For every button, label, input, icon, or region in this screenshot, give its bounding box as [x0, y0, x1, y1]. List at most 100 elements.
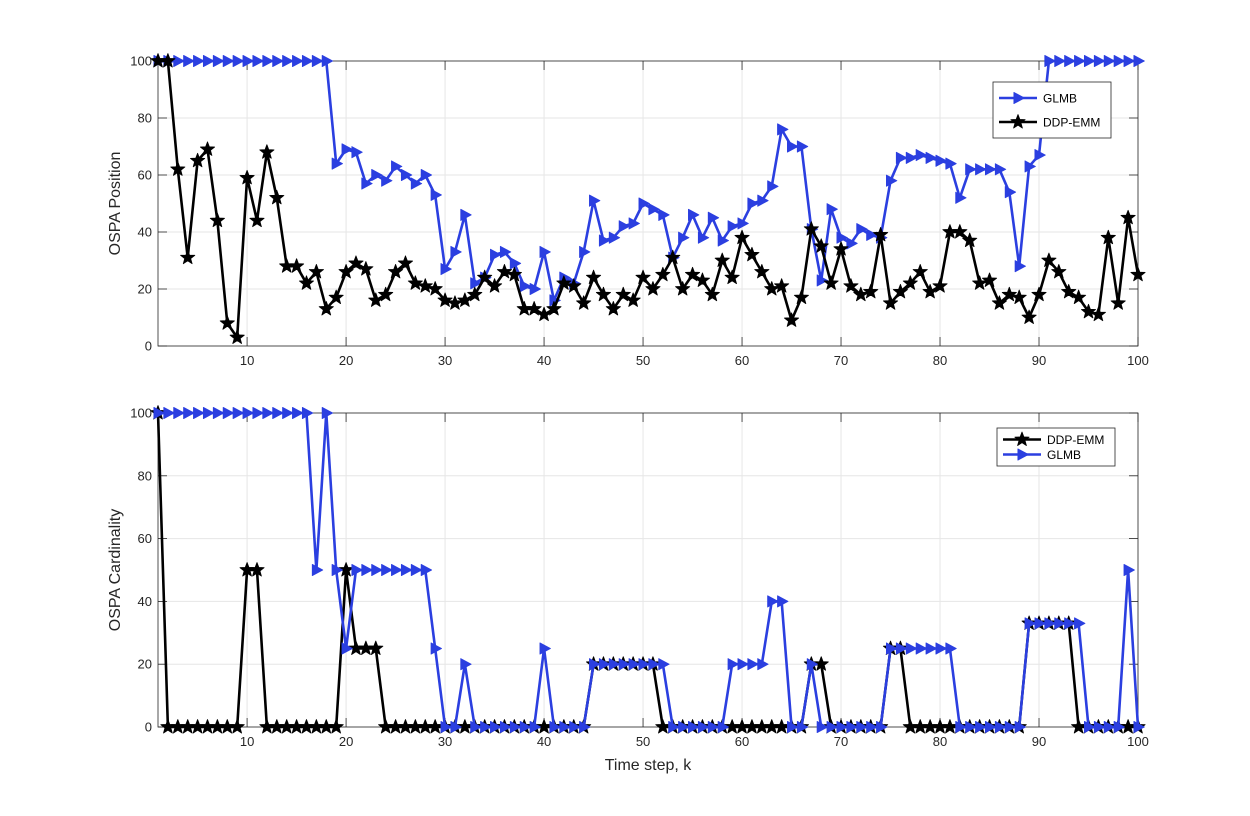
data-point-ddp-emm — [566, 278, 582, 293]
data-point-glmb — [856, 223, 868, 236]
legend-label-glmb: GLMB — [1043, 92, 1077, 106]
data-point-glmb — [975, 720, 987, 734]
data-point-glmb — [371, 563, 383, 577]
data-point-glmb — [499, 720, 512, 734]
data-point-ddp-emm — [239, 169, 255, 185]
data-point-glmb — [984, 720, 997, 734]
data-point-glmb — [499, 245, 512, 258]
data-point-glmb — [836, 231, 848, 244]
data-point-glmb — [1044, 617, 1056, 630]
data-point-glmb — [994, 163, 1007, 176]
y-tick-label: 40 — [138, 225, 152, 240]
data-point-glmb — [579, 245, 591, 258]
data-point-glmb — [262, 54, 274, 68]
data-point-glmb — [905, 642, 918, 655]
data-point-glmb — [688, 208, 700, 221]
data-point-ddp-emm — [576, 295, 592, 310]
x-tick-label: 10 — [240, 353, 254, 368]
data-point-ddp-emm — [1051, 264, 1067, 279]
data-point-glmb — [747, 197, 759, 210]
data-point-glmb — [895, 151, 908, 164]
data-point-glmb — [1103, 720, 1116, 734]
data-point-ddp-emm — [675, 281, 691, 296]
data-point-glmb — [331, 563, 343, 577]
data-point-glmb — [757, 194, 769, 207]
data-point-glmb — [598, 658, 611, 671]
x-tick-label: 10 — [240, 734, 254, 749]
data-point-ddp-emm — [368, 640, 384, 655]
data-point-glmb — [460, 208, 472, 221]
data-point-glmb — [984, 163, 997, 176]
data-point-glmb — [628, 658, 640, 671]
data-point-ddp-emm — [1100, 229, 1116, 245]
data-point-ddp-emm — [1110, 295, 1126, 310]
data-point-glmb — [796, 140, 809, 153]
x-tick-label: 30 — [438, 353, 452, 368]
data-point-glmb — [935, 642, 947, 655]
data-point-glmb — [321, 54, 334, 68]
data-point-glmb — [707, 720, 720, 734]
data-point-glmb — [173, 406, 185, 420]
data-point-glmb — [242, 406, 254, 420]
data-point-glmb — [282, 54, 294, 68]
data-point-ddp-emm — [199, 141, 216, 156]
data-point-ddp-emm — [922, 283, 938, 299]
data-point-ddp-emm — [774, 278, 790, 293]
data-point-glmb — [252, 54, 264, 68]
data-point-glmb — [519, 720, 532, 734]
data-point-ddp-emm — [793, 289, 809, 305]
x-tick-label: 90 — [1032, 734, 1046, 749]
data-point-glmb — [529, 282, 541, 296]
data-point-glmb — [450, 245, 462, 258]
data-point-glmb — [321, 406, 334, 420]
data-point-ddp-emm — [764, 281, 780, 296]
data-point-ddp-emm — [318, 301, 334, 316]
data-point-ddp-emm — [467, 286, 483, 302]
plot-area — [158, 413, 1138, 727]
data-point-glmb — [816, 720, 829, 734]
data-point-ddp-emm — [229, 329, 245, 344]
data-point-ddp-emm — [882, 295, 899, 310]
data-point-ddp-emm — [1080, 303, 1097, 319]
data-point-ddp-emm — [962, 232, 978, 248]
data-point-glmb — [1123, 563, 1135, 577]
data-point-glmb — [391, 563, 403, 577]
series-ddp-emm — [150, 53, 1146, 344]
data-point-glmb — [777, 123, 789, 136]
axes-box — [157, 412, 1139, 728]
data-point-glmb — [915, 149, 927, 162]
axes-box — [157, 60, 1139, 347]
data-point-glmb — [688, 720, 700, 734]
data-point-ddp-emm — [734, 229, 750, 245]
legend-label-ddp-emm: DDP-EMM — [1043, 116, 1100, 130]
x-tick-label: 100 — [1127, 353, 1149, 368]
data-point-glmb — [925, 151, 937, 164]
data-point-ddp-emm — [1021, 309, 1037, 324]
x-tick-label: 60 — [735, 734, 749, 749]
x-tick-label: 20 — [339, 353, 353, 368]
data-point-ddp-emm — [368, 292, 384, 307]
data-point-ddp-emm — [823, 275, 839, 290]
data-point-ddp-emm — [704, 286, 720, 302]
legend-label-glmb: GLMB — [1047, 448, 1081, 462]
data-point-ddp-emm — [249, 212, 265, 228]
data-point-glmb — [193, 406, 205, 420]
data-point-ddp-emm — [289, 258, 305, 273]
data-point-glmb — [945, 642, 957, 655]
data-point-glmb — [1054, 617, 1066, 630]
data-point-glmb — [1044, 54, 1056, 68]
data-point-ddp-emm — [1011, 289, 1027, 305]
series-glmb — [153, 406, 1145, 734]
data-point-glmb — [292, 54, 304, 68]
x-tick-label: 50 — [636, 353, 650, 368]
data-point-glmb — [450, 720, 462, 734]
data-point-ddp-emm — [506, 266, 522, 282]
y-tick-label: 20 — [138, 282, 152, 297]
data-point-glmb — [905, 151, 918, 164]
data-point-ddp-emm — [457, 292, 473, 307]
data-point-ddp-emm — [685, 266, 701, 282]
data-point-glmb — [757, 658, 769, 671]
data-point-glmb — [311, 54, 324, 68]
data-point-ddp-emm — [556, 275, 572, 290]
